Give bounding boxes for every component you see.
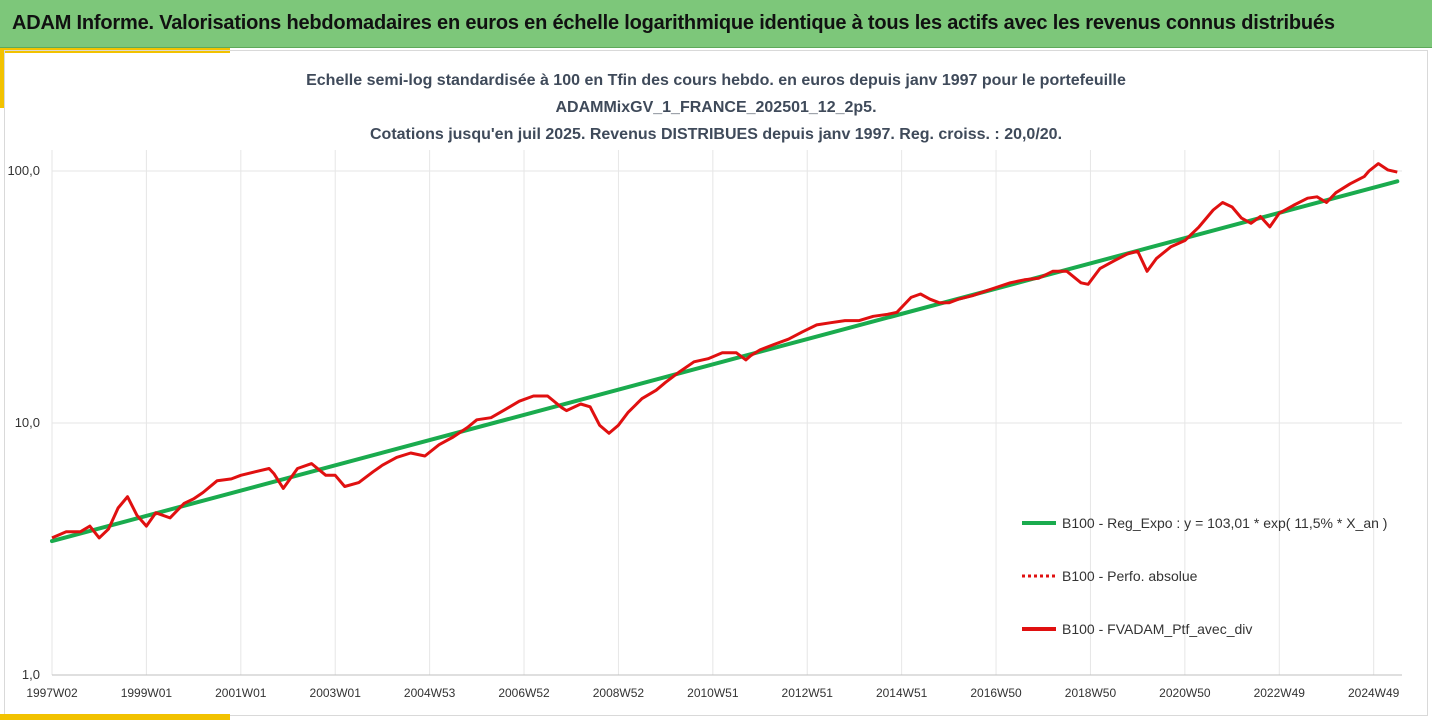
y-tick-label: 100,0: [7, 163, 40, 178]
chart-frame: [4, 50, 1428, 716]
accent-bar-bottom: [0, 714, 230, 720]
x-tick-label: 2016W50: [970, 686, 1022, 700]
x-tick-label: 1997W02: [26, 686, 78, 700]
x-tick-label: 2024W49: [1348, 686, 1400, 700]
x-tick-label: 1999W01: [121, 686, 173, 700]
legend-label: B100 - Reg_Expo : y = 103,01 * exp( 11,5…: [1062, 515, 1387, 531]
series-regression-line: [50, 179, 1400, 544]
x-tick-label: 2010W51: [687, 686, 739, 700]
x-tick-label: 2003W01: [310, 686, 362, 700]
y-tick-label: 10,0: [15, 415, 40, 430]
accent-bar-left: [0, 48, 5, 108]
chart-title-line-1: Echelle semi-log standardisée à 100 en T…: [306, 72, 1126, 89]
x-tick-label: 2001W01: [215, 686, 267, 700]
x-tick-label: 2022W49: [1254, 686, 1306, 700]
x-tick-label: 2014W51: [876, 686, 928, 700]
legend-label: B100 - Perfo. absolue: [1062, 568, 1198, 584]
x-tick-label: 2012W51: [782, 686, 834, 700]
banner-title: ADAM Informe. Valorisations hebdomadaire…: [12, 12, 1335, 34]
title-banner: ADAM Informe. Valorisations hebdomadaire…: [0, 0, 1432, 48]
chart-title-line-3: Cotations jusqu'en juil 2025. Revenus DI…: [369, 126, 1063, 143]
y-tick-label: 1,0: [22, 667, 40, 682]
x-tick-label: 2004W53: [404, 686, 456, 700]
legend-label: B100 - FVADAM_Ptf_avec_div: [1062, 621, 1252, 637]
x-tick-label: 2006W52: [498, 686, 550, 700]
x-tick-label: 2020W50: [1159, 686, 1211, 700]
x-tick-label: 2018W50: [1065, 686, 1117, 700]
series-portfolio-line: [51, 162, 1398, 540]
x-tick-label: 2008W52: [593, 686, 645, 700]
chart-title-line-2: ADAMMixGV_1_FRANCE_202501_12_2p5.: [555, 99, 877, 116]
